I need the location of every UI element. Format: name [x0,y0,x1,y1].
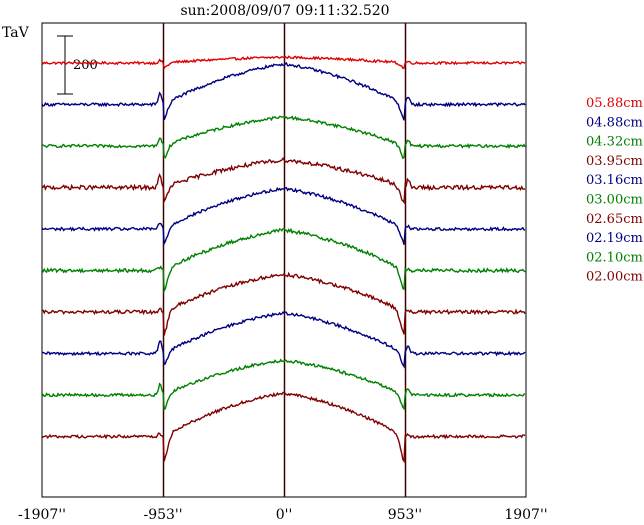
legend: 05.88cm 04.88cm 04.32cm 03.95cm 03.16cm 03.00… [586,96,643,285]
series-line-05.88cm [41,55,526,70]
x-tick-labels: -1907'' -953'' 0'' 953'' 1907'' [18,507,548,523]
legend-entry: 04.32cm [586,135,643,150]
legend-entry: 03.16cm [586,173,643,188]
series-line-02.10cm [41,358,526,411]
scale-bar: 200 [57,35,98,95]
legend-entry: 02.19cm [586,231,643,246]
series-line-02.00cm [41,391,526,464]
series-line-02.19cm [41,311,526,369]
x-tick-label: -1907'' [18,507,66,523]
series-line-02.65cm [41,271,526,336]
series-line-03.16cm [41,186,526,246]
series-layer [41,55,526,464]
scale-bar-label: 200 [73,58,98,73]
series-line-04.32cm [41,115,526,160]
x-tick-label: 0'' [276,507,293,523]
chart-title: sun:2008/09/07 09:11:32.520 [180,3,389,19]
x-tick-label: -953'' [143,507,182,523]
legend-entry: 03.00cm [586,193,643,208]
x-tick-label: 953'' [388,507,422,523]
legend-entry: 02.65cm [586,212,643,227]
series-line-04.88cm [41,61,526,121]
x-tick-label: 1907'' [504,507,547,523]
legend-entry: 02.00cm [586,270,643,285]
vertical-markers [162,23,407,497]
series-line-03.00cm [41,227,526,294]
legend-entry: 03.95cm [586,154,643,169]
legend-entry: 02.10cm [586,250,643,265]
series-line-03.95cm [41,156,526,205]
legend-entry: 05.88cm [586,96,643,111]
legend-entry: 04.88cm [586,115,643,130]
y-axis-label: TaV [2,25,30,41]
